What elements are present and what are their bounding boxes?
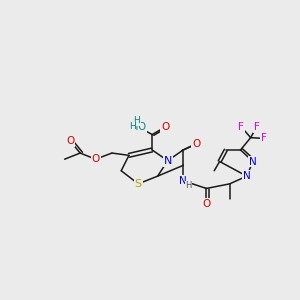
Text: O: O (66, 136, 74, 146)
Text: F: F (238, 122, 244, 132)
Text: H: H (133, 116, 140, 125)
Text: N: N (249, 157, 257, 166)
Text: S: S (135, 179, 142, 189)
Text: F: F (254, 122, 260, 132)
Text: O: O (202, 199, 211, 209)
Text: N: N (164, 156, 172, 166)
Text: H: H (129, 122, 136, 131)
Text: H: H (185, 181, 192, 190)
Text: N: N (243, 171, 250, 181)
Text: O: O (92, 154, 100, 164)
Text: N: N (179, 176, 187, 186)
Text: HO: HO (131, 122, 146, 132)
Text: O: O (192, 139, 200, 149)
Text: O: O (161, 122, 169, 132)
Text: F: F (261, 134, 267, 143)
